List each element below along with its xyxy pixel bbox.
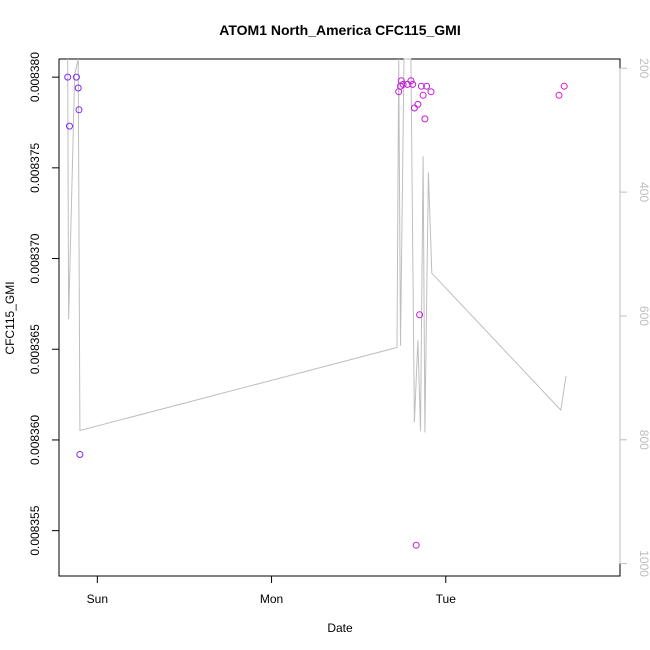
data-point <box>403 80 411 88</box>
y-tick-label: 0.008355 <box>28 505 42 555</box>
x-axis: Sun Mon Tue <box>87 575 457 606</box>
data-point <box>74 84 82 92</box>
right-tick-label: 600 <box>637 306 650 326</box>
pressure-series-line <box>67 58 567 433</box>
y-tick-label: 0.008375 <box>28 142 42 192</box>
right-tick-label: 200 <box>637 58 650 78</box>
chart-title: ATOM1 North_America CFC115_GMI <box>219 22 460 38</box>
y-tick-label: 0.008370 <box>28 233 42 283</box>
right-tick-label: 800 <box>637 430 650 450</box>
y-tick-label: 0.008365 <box>28 324 42 374</box>
data-point <box>407 77 415 85</box>
data-point <box>555 91 563 99</box>
x-tick-label: Tue <box>436 592 457 606</box>
data-point <box>560 82 568 90</box>
pressure-line-layer <box>67 58 567 433</box>
right-tick-label: 400 <box>637 182 650 202</box>
data-point <box>409 80 417 88</box>
data-point <box>427 88 435 96</box>
y-axis: 0.008355 0.008360 0.008365 0.008370 0.008375… <box>28 52 60 556</box>
y-tick-label: 0.008380 <box>28 52 42 102</box>
data-point <box>410 104 418 112</box>
right-axis: 200 400 600 800 1000 <box>619 58 650 577</box>
y-tick-label: 0.008360 <box>28 415 42 465</box>
data-point <box>417 82 425 90</box>
plot-box <box>58 58 621 577</box>
data-point <box>416 311 424 319</box>
x-tick-label: Sun <box>87 592 108 606</box>
x-axis-label: Date <box>327 621 353 635</box>
data-point <box>66 122 73 130</box>
right-tick-label: 1000 <box>637 550 650 577</box>
data-point <box>419 91 427 99</box>
data-point <box>397 77 405 85</box>
data-point <box>423 82 431 90</box>
data-point <box>76 451 84 458</box>
y-axis-label: CFC115_GMI <box>3 281 17 354</box>
x-tick-label: Mon <box>260 592 283 606</box>
data-point <box>421 115 429 123</box>
data-point <box>75 106 83 114</box>
data-point <box>414 100 422 108</box>
data-point <box>399 80 407 88</box>
data-point <box>64 73 72 81</box>
points-layer <box>64 73 568 549</box>
data-point <box>412 541 420 549</box>
data-point <box>72 73 80 81</box>
